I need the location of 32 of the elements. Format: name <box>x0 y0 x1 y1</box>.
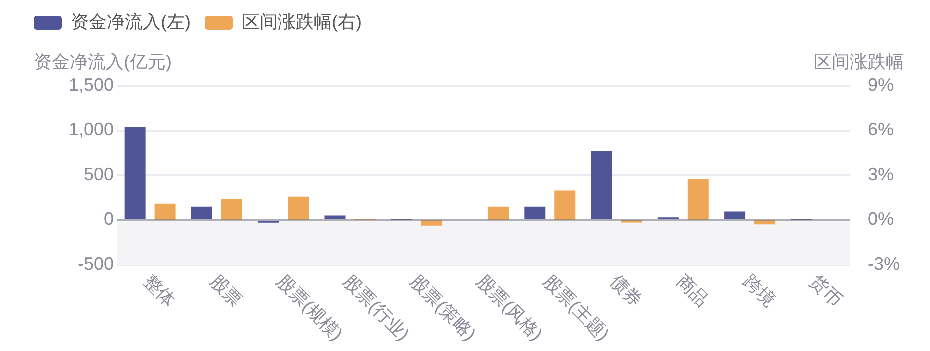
x-tick-label: 债券 <box>606 271 646 311</box>
y2-tick-label: 0% <box>868 209 894 230</box>
y-tick-label: 0 <box>104 209 114 230</box>
bar <box>191 206 212 220</box>
y-tick-label: 500 <box>84 164 114 184</box>
x-tick-label: 整体 <box>140 271 180 311</box>
y2-tick-label: 9% <box>868 74 894 95</box>
bar <box>154 204 176 220</box>
bar <box>591 151 612 220</box>
x-tick-label: 商品 <box>673 271 713 311</box>
y-tick-label: -500 <box>78 254 114 274</box>
x-tick-label: 股票 <box>206 271 246 311</box>
bar <box>688 179 709 220</box>
bar <box>554 190 576 220</box>
y-axis-title: 资金净流入(亿元) <box>34 52 172 72</box>
bar <box>288 196 310 220</box>
bar <box>324 216 346 220</box>
y-tick-label: 1,500 <box>68 74 114 95</box>
bar <box>221 199 242 220</box>
bar <box>488 206 509 220</box>
y2-tick-label: 3% <box>868 164 894 184</box>
bar <box>124 127 146 220</box>
x-tick-label: 货币 <box>806 271 846 311</box>
legend-label: 资金净流入(左) <box>71 12 191 32</box>
legend-label: 区间涨跌幅(右) <box>242 12 362 32</box>
x-tick-label: 跨境 <box>740 271 780 311</box>
y-tick-label: 1,000 <box>68 120 114 140</box>
bar <box>524 206 546 220</box>
y2-axis-title: 区间涨跌幅 <box>814 52 904 72</box>
bar <box>724 212 746 220</box>
y2-tick-label: -3% <box>868 254 900 274</box>
y2-tick-label: 6% <box>868 120 894 140</box>
